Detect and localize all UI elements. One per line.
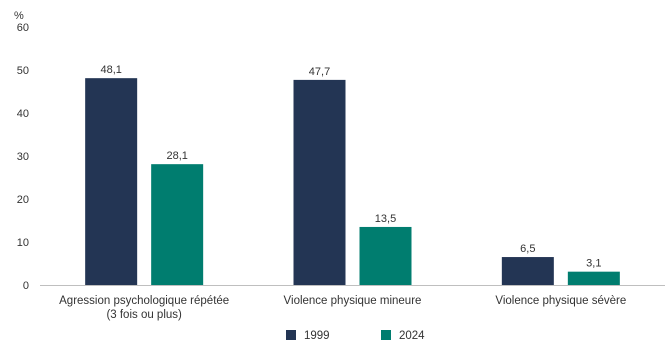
category-labels: Agression psychologique répétée (3 fois o…	[59, 295, 626, 321]
legend-label-1999: 1999	[304, 330, 330, 342]
y-axis-ticks: 0 10 20 30 40 50 60	[17, 22, 29, 292]
category-label: Agression psychologique répétée	[59, 295, 229, 307]
y-tick-label: 20	[17, 194, 29, 206]
bar-2024-3	[567, 271, 620, 285]
data-label: 13,5	[375, 213, 396, 225]
legend-swatch-2024	[381, 330, 391, 340]
y-tick-label: 10	[17, 237, 29, 249]
data-label: 3,1	[586, 258, 601, 270]
y-axis-label: %	[14, 10, 24, 22]
bar-2024-1	[151, 164, 204, 285]
category-label: Violence physique mineure	[284, 295, 422, 307]
data-label: 28,1	[166, 150, 187, 162]
bar-1999-2	[293, 79, 346, 285]
data-label: 48,1	[100, 64, 121, 76]
category-label: (3 fois ou plus)	[106, 309, 182, 321]
bar-2024-2	[359, 226, 412, 285]
data-label: 6,5	[520, 243, 535, 255]
data-label: 47,7	[309, 66, 330, 78]
data-labels: 48,1 28,1 47,7 13,5 6,5 3,1	[100, 64, 601, 270]
category-label: Violence physique sévère	[495, 295, 626, 307]
y-tick-label: 60	[17, 22, 29, 34]
y-tick-label: 30	[17, 151, 29, 163]
y-tick-label: 50	[17, 65, 29, 77]
bars	[85, 78, 620, 285]
legend-label-2024: 2024	[399, 330, 425, 342]
bar-1999-3	[501, 257, 554, 285]
legend: 1999 2024	[286, 330, 425, 342]
y-tick-label: 40	[17, 108, 29, 120]
legend-swatch-1999	[286, 330, 296, 340]
bar-1999-1	[85, 78, 138, 285]
y-tick-label: 0	[23, 280, 29, 292]
